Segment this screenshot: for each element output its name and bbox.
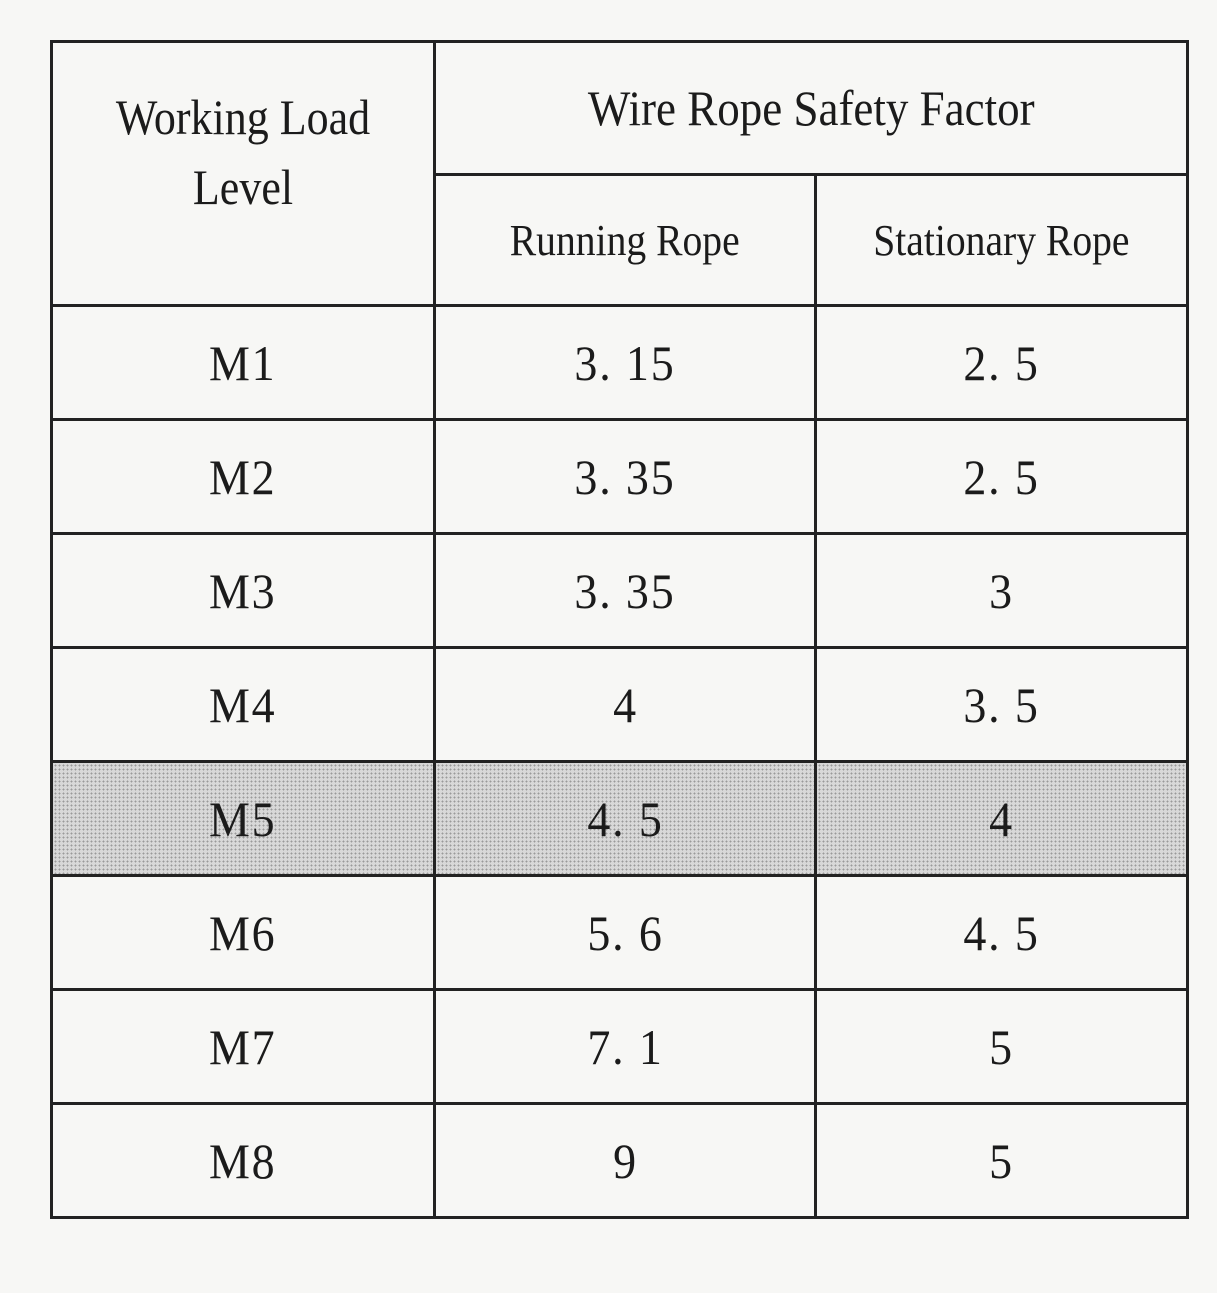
running-value: 3. 35 xyxy=(574,448,675,506)
stationary-value: 3. 5 xyxy=(963,676,1039,734)
stationary-cell: 2. 5 xyxy=(816,420,1188,534)
stationary-value: 3 xyxy=(989,562,1014,620)
stationary-cell: 4 xyxy=(816,762,1188,876)
running-cell: 3. 15 xyxy=(435,306,816,420)
header-cell-group: Wire Rope Safety Factor xyxy=(435,42,1188,175)
level-cell: M2 xyxy=(52,420,435,534)
running-value: 3. 35 xyxy=(574,562,675,620)
level-value: M3 xyxy=(209,562,277,620)
running-cell: 4 xyxy=(435,648,816,762)
table-row-highlighted: M5 4. 5 4 xyxy=(52,762,1188,876)
table-row: M8 9 5 xyxy=(52,1104,1188,1218)
level-cell: M4 xyxy=(52,648,435,762)
table-row: M2 3. 35 2. 5 xyxy=(52,420,1188,534)
level-value: M2 xyxy=(209,448,277,506)
stationary-value: 4. 5 xyxy=(963,904,1039,962)
level-cell: M8 xyxy=(52,1104,435,1218)
table-row: M4 4 3. 5 xyxy=(52,648,1188,762)
running-value: 7. 1 xyxy=(587,1018,663,1076)
wire-rope-safety-factor-table: Working Load Level Wire Rope Safety Fact… xyxy=(50,40,1189,1219)
header-stationary-label: Stationary Rope xyxy=(873,215,1129,266)
running-value: 3. 15 xyxy=(574,334,675,392)
level-cell: M5 xyxy=(52,762,435,876)
header-cell-running-rope: Running Rope xyxy=(435,175,816,306)
level-value: M4 xyxy=(209,676,277,734)
header-row-top: Working Load Level Wire Rope Safety Fact… xyxy=(52,42,1188,175)
table-row: M7 7. 1 5 xyxy=(52,990,1188,1104)
running-cell: 7. 1 xyxy=(435,990,816,1104)
header-group-label: Wire Rope Safety Factor xyxy=(588,79,1035,137)
level-cell: M7 xyxy=(52,990,435,1104)
level-value: M7 xyxy=(209,1018,277,1076)
running-value: 4. 5 xyxy=(587,790,663,848)
stationary-value: 2. 5 xyxy=(963,448,1039,506)
level-value: M1 xyxy=(209,334,277,392)
running-cell: 3. 35 xyxy=(435,420,816,534)
level-value: M6 xyxy=(209,904,277,962)
stationary-cell: 4. 5 xyxy=(816,876,1188,990)
level-cell: M1 xyxy=(52,306,435,420)
table-row: M1 3. 15 2. 5 xyxy=(52,306,1188,420)
stationary-value: 5 xyxy=(989,1132,1014,1190)
stationary-cell: 5 xyxy=(816,990,1188,1104)
header-running-label: Running Rope xyxy=(510,215,740,266)
stationary-value: 5 xyxy=(989,1018,1014,1076)
level-cell: M3 xyxy=(52,534,435,648)
stationary-cell: 3 xyxy=(816,534,1188,648)
header-cell-stationary-rope: Stationary Rope xyxy=(816,175,1188,306)
running-value: 4 xyxy=(613,676,638,734)
stationary-cell: 2. 5 xyxy=(816,306,1188,420)
running-cell: 5. 6 xyxy=(435,876,816,990)
stationary-value: 4 xyxy=(989,790,1014,848)
header-cell-working-load-level: Working Load Level xyxy=(52,42,435,306)
stationary-value: 2. 5 xyxy=(963,334,1039,392)
stationary-cell: 3. 5 xyxy=(816,648,1188,762)
running-cell: 3. 35 xyxy=(435,534,816,648)
stationary-cell: 5 xyxy=(816,1104,1188,1218)
running-value: 9 xyxy=(613,1132,638,1190)
table-row: M3 3. 35 3 xyxy=(52,534,1188,648)
table-row: M6 5. 6 4. 5 xyxy=(52,876,1188,990)
level-value: M5 xyxy=(209,790,277,848)
running-cell: 9 xyxy=(435,1104,816,1218)
level-cell: M6 xyxy=(52,876,435,990)
running-cell: 4. 5 xyxy=(435,762,816,876)
header-level-label: Working Load Level xyxy=(98,82,388,222)
level-value: M8 xyxy=(209,1132,277,1190)
running-value: 5. 6 xyxy=(587,904,663,962)
